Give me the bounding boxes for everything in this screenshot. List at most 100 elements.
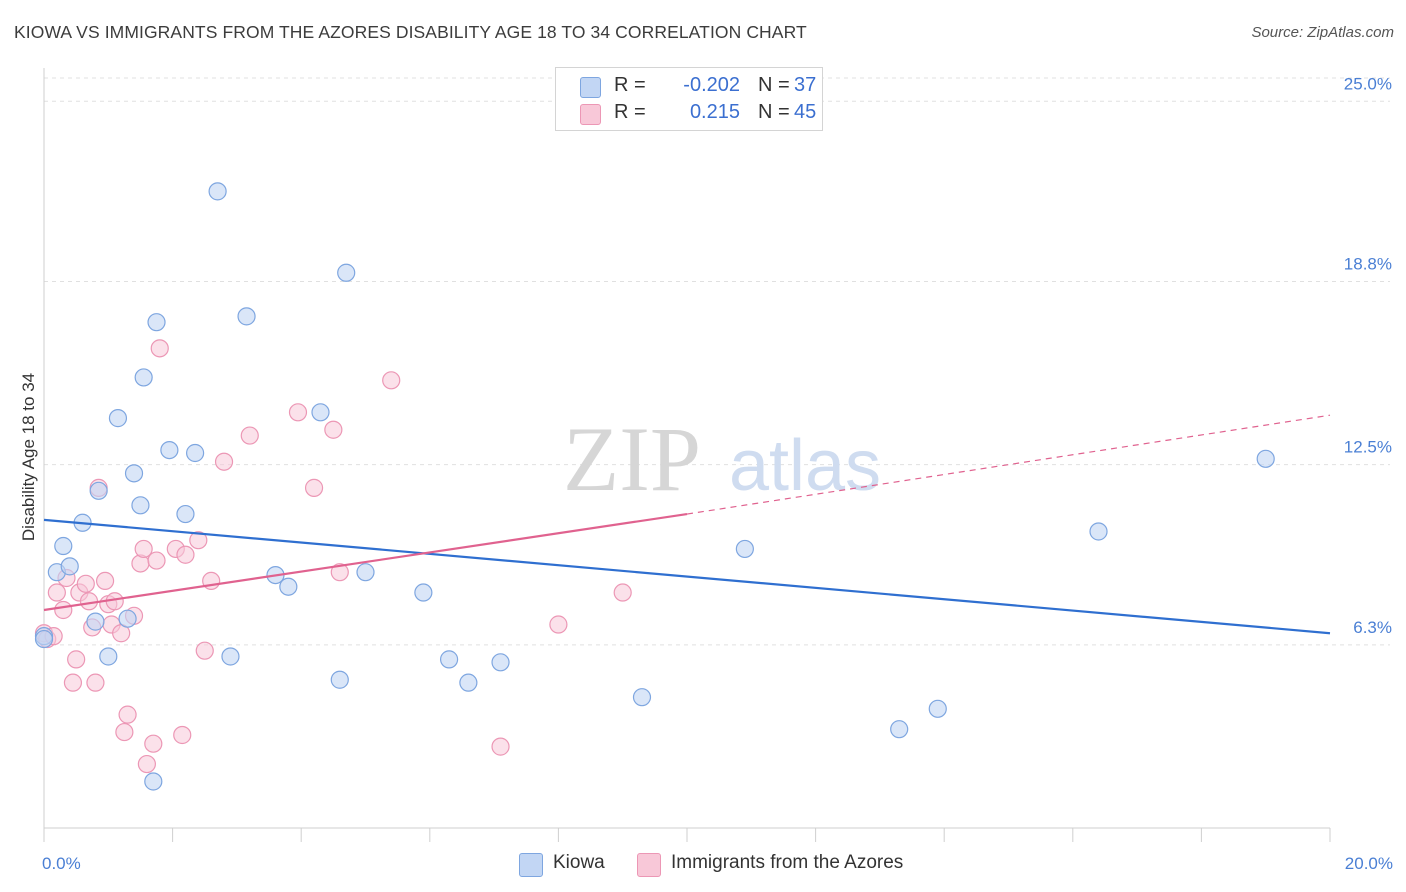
grid-lines (44, 77, 1390, 646)
series-legend: Kiowa Immigrants from the Azores (0, 852, 1406, 878)
data-point-azores (86, 673, 105, 692)
legend-swatch-azores (637, 853, 661, 877)
data-point-azores (134, 539, 153, 559)
y-tick-label: 25.0% (1344, 74, 1392, 93)
data-point-azores (491, 737, 510, 756)
trend-line-kiowa (43, 518, 1331, 635)
data-point-kiowa (337, 263, 356, 282)
correlation-legend: R = -0.202 N = 37 R = 0.215 N = 45 (555, 67, 823, 131)
data-point-kiowa (208, 182, 227, 201)
axes (43, 68, 1331, 842)
data-point-kiowa (632, 688, 652, 707)
data-point-kiowa (1089, 522, 1108, 541)
data-point-kiowa (89, 481, 108, 500)
data-point-azores (63, 673, 83, 692)
data-point-kiowa (34, 629, 54, 649)
data-point-kiowa (330, 670, 349, 689)
data-point-azores (195, 641, 214, 660)
data-point-kiowa (147, 313, 166, 332)
legend-n-value: 37 (794, 74, 817, 96)
data-point-kiowa (311, 403, 330, 422)
data-point-azores (54, 600, 73, 620)
data-point-azores (240, 426, 259, 445)
data-point-kiowa (221, 647, 240, 666)
data-point-azores (79, 592, 99, 611)
watermark-zip: ZIP (563, 408, 701, 510)
watermark-atlas: atlas (729, 426, 881, 506)
data-point-kiowa (1256, 449, 1275, 468)
legend-n-value: 45 (794, 101, 817, 123)
watermark: ZIP atlas (563, 408, 881, 510)
data-point-kiowa (176, 504, 195, 524)
data-point-kiowa (144, 772, 163, 791)
chart-title: KIOWA VS IMMIGRANTS FROM THE AZORES DISA… (14, 22, 807, 42)
legend-label-kiowa: Kiowa (553, 852, 605, 873)
data-point-kiowa (134, 368, 153, 387)
data-point-azores (214, 452, 234, 471)
data-point-kiowa (186, 443, 205, 463)
trend-line-azores-extension (686, 414, 1331, 515)
trend-lines (43, 414, 1331, 635)
legend-r-value: 0.215 (689, 101, 740, 123)
data-point-azores (95, 571, 115, 591)
data-point-kiowa (439, 650, 459, 669)
data-point-kiowa (279, 577, 298, 596)
data-point-azores (150, 339, 169, 358)
data-point-kiowa (86, 612, 105, 631)
data-point-kiowa (356, 563, 375, 582)
data-point-azores (549, 615, 568, 634)
data-point-azores (147, 551, 166, 570)
x-tick-label: 20.0% (1345, 854, 1393, 873)
data-point-azores (382, 371, 401, 390)
legend-n-label: N = (758, 101, 790, 123)
data-point-azores (613, 583, 632, 602)
y-tick-label: 6.3% (1353, 618, 1392, 637)
source-label: Source: ZipAtlas.com (1251, 24, 1394, 41)
data-point-kiowa (60, 557, 79, 576)
data-point-kiowa (237, 307, 256, 326)
data-point-azores (330, 563, 349, 582)
data-point-azores (173, 725, 192, 745)
data-point-kiowa (108, 409, 128, 428)
y-tick-labels: 6.3% 12.5% 18.8% 25.0% (1344, 74, 1392, 637)
y-tick-label: 12.5% (1344, 438, 1392, 457)
data-point-azores (115, 722, 134, 742)
y-tick-label: 18.8% (1344, 254, 1392, 273)
data-point-azores (288, 403, 308, 422)
legend-r-label: R = (614, 74, 646, 96)
data-point-azores (137, 754, 156, 774)
data-point-kiowa (99, 647, 118, 666)
x-tick-label: 0.0% (42, 854, 81, 873)
data-point-kiowa (124, 464, 144, 483)
data-point-kiowa (459, 673, 478, 692)
legend-n-label: N = (758, 74, 790, 96)
data-point-kiowa (890, 720, 909, 739)
data-point-azores (47, 583, 66, 602)
data-point-kiowa (491, 653, 510, 672)
data-point-kiowa (414, 583, 433, 602)
x-tick-labels: 0.0% 20.0% (42, 854, 1393, 873)
data-point-azores (176, 545, 195, 564)
data-point-azores (67, 650, 86, 669)
legend-label-azores: Immigrants from the Azores (671, 852, 904, 873)
legend-swatch-azores (580, 104, 601, 125)
data-point-kiowa (118, 609, 137, 628)
data-point-kiowa (160, 440, 179, 460)
legend-swatch-kiowa (580, 77, 601, 98)
data-point-kiowa (131, 496, 150, 515)
data-point-azores (189, 531, 208, 550)
data-point-azores (76, 574, 95, 593)
data-point-azores (324, 420, 343, 439)
data-point-kiowa (928, 699, 947, 718)
data-point-azores (118, 705, 137, 724)
legend-r-value: -0.202 (683, 74, 740, 96)
data-point-azores (304, 478, 324, 497)
data-point-azores (144, 734, 163, 753)
trend-line-azores (43, 512, 688, 612)
legend-swatch-kiowa (519, 853, 543, 877)
data-point-kiowa (54, 536, 73, 556)
legend-r-label: R = (614, 101, 646, 123)
data-point-kiowa (735, 539, 754, 559)
series-azores-points (34, 339, 632, 774)
